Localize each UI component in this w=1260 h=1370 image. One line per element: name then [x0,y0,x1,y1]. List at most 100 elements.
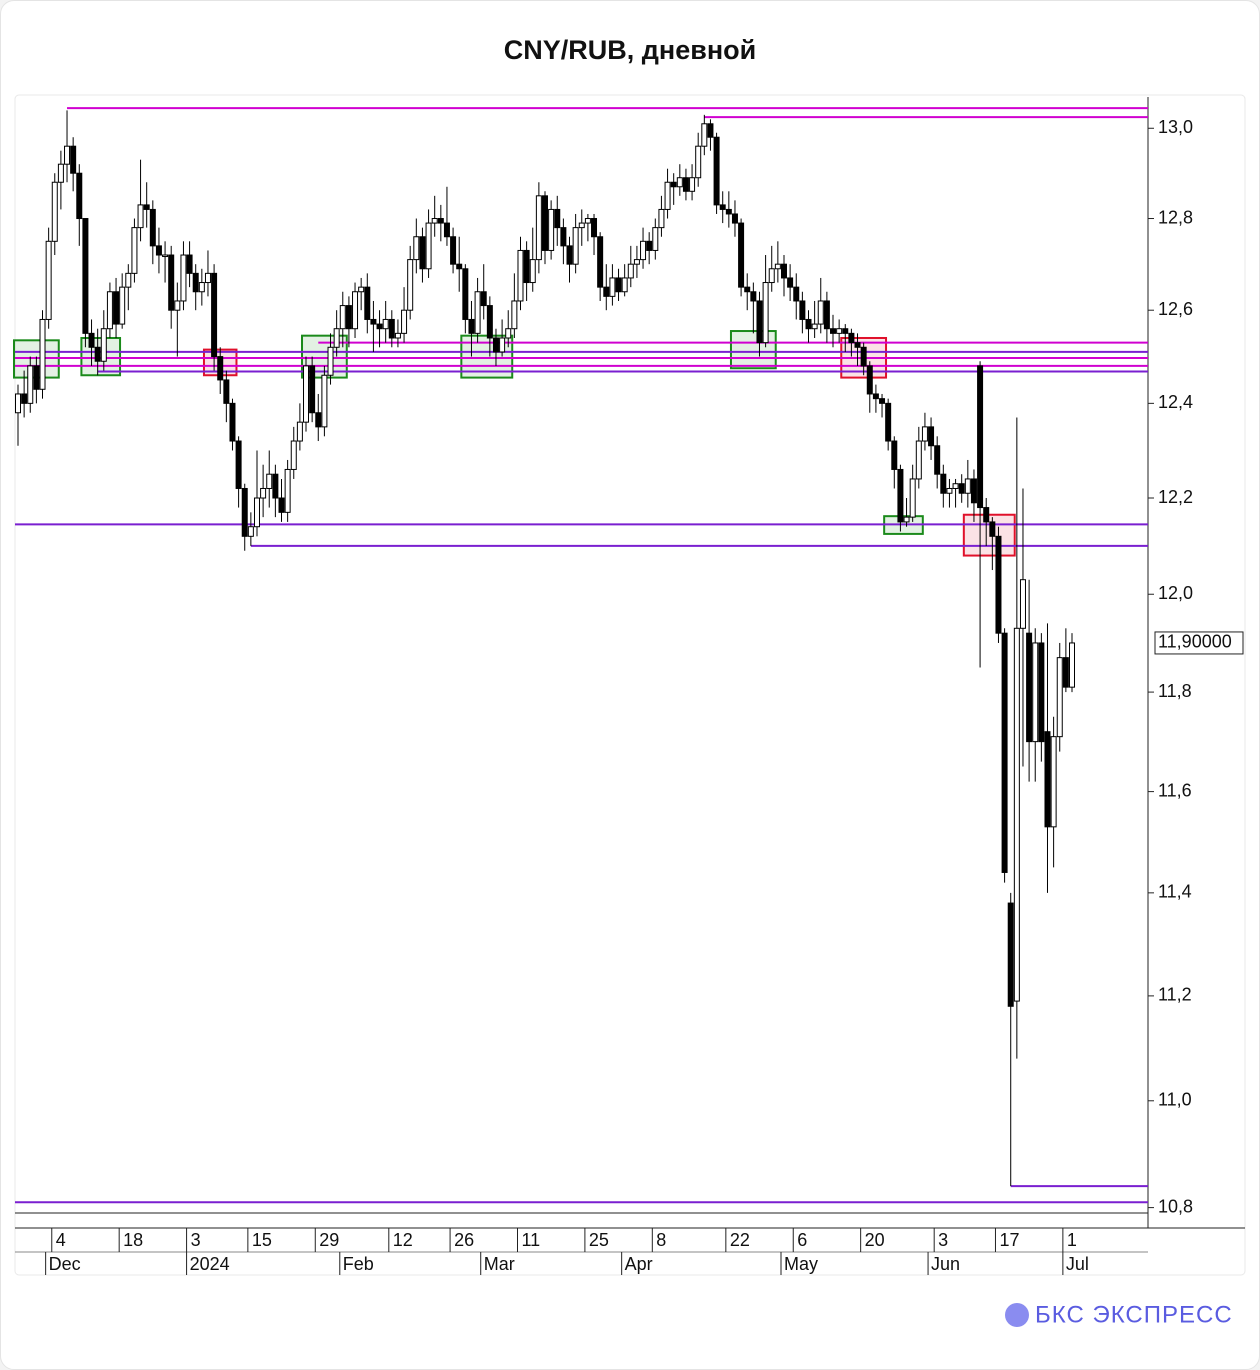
candle-body [921,426,928,442]
candle-body [1026,632,1033,743]
month-label: Apr [625,1254,653,1274]
candle-body [707,123,714,138]
candle-body [744,286,751,293]
candle-body [450,236,457,265]
month-label: Mar [484,1254,515,1274]
candle-body [554,208,561,229]
x-tick-label: 12 [393,1230,413,1250]
x-tick-label: 15 [252,1230,272,1250]
candle-body [970,478,977,504]
candle-body [517,249,524,302]
candle-body [805,318,812,330]
month-label: Dec [49,1254,81,1274]
candle-body [211,272,218,358]
candle-body [1019,579,1026,629]
candle-body [799,300,806,320]
candle-body [327,346,334,376]
candle-body [137,204,144,229]
candle-body [168,254,175,311]
y-tick-label: 12,2 [1158,487,1193,507]
candle-body [640,240,647,261]
candle-body [1050,736,1057,828]
candle-body [499,337,506,353]
candle-body [1062,657,1069,688]
candle-body [566,245,573,265]
candle-body [909,478,916,518]
candle-body [701,123,708,147]
candle-body [468,318,475,334]
candle-body [897,468,904,523]
candle-body [333,328,340,348]
candle-body [1056,657,1063,738]
candle-body [45,240,52,320]
candle-body [76,172,83,220]
candle-body [272,473,279,499]
x-tick-label: 1 [1067,1230,1077,1250]
candle-body [15,393,21,414]
candle-body [548,208,555,251]
candle-body [94,346,101,362]
candle-body [204,272,211,284]
candle-body [315,412,322,428]
candle-body [750,291,757,302]
candle-body [848,332,855,344]
candle-body [964,478,971,494]
candle-body [309,365,316,414]
x-tick-label: 3 [938,1230,948,1250]
candle-body [443,222,450,238]
candle-body [572,227,579,265]
candle-body [689,177,696,192]
candle-body [738,222,745,288]
candle-body [198,282,205,293]
highlight-box [962,513,1016,557]
candle-body [247,526,254,537]
candle-body [774,263,781,270]
y-tick-label: 10,8 [1158,1196,1193,1216]
x-tick-label: 26 [454,1230,474,1250]
candle-body [934,445,941,475]
candle-body [597,236,604,288]
candle-body [1038,642,1045,743]
highlight-box [729,330,777,370]
candle-body [584,218,591,224]
candle-body [100,328,107,362]
candle-body [474,291,481,334]
candle-body [88,332,95,348]
candle-body [321,374,328,428]
candle-body [511,300,518,330]
highlight-box [80,336,122,377]
candle-body [492,337,499,353]
candle-body [787,277,794,288]
x-tick-label: 22 [730,1230,750,1250]
candle-body [456,263,463,270]
candle-body [578,222,585,229]
candle-body [768,268,775,284]
candle-body [345,305,352,330]
candle-body [1013,627,1020,1002]
candle-body [915,440,922,480]
candle-body [952,483,959,489]
candle-body [131,227,138,274]
candle-body [57,163,64,183]
y-tick-label: 11,0 [1158,1090,1192,1110]
candle-body [903,516,910,523]
candle-body [241,487,248,537]
candle-body [860,346,867,367]
candle-body [591,218,598,238]
candle-body [682,177,689,192]
candle-body [731,213,738,224]
candle-body [82,218,89,334]
candle-body [51,181,58,242]
month-label: May [784,1254,818,1274]
candle-body [560,227,567,247]
candle-body [958,483,965,494]
candle-body [817,300,824,325]
candle-body [891,440,898,470]
candle-body [842,328,849,334]
x-tick-label: 3 [191,1230,201,1250]
y-tick-label: 11,6 [1158,780,1192,800]
candle-body [713,136,720,206]
candle-body [627,263,634,279]
candle-body [217,356,224,381]
